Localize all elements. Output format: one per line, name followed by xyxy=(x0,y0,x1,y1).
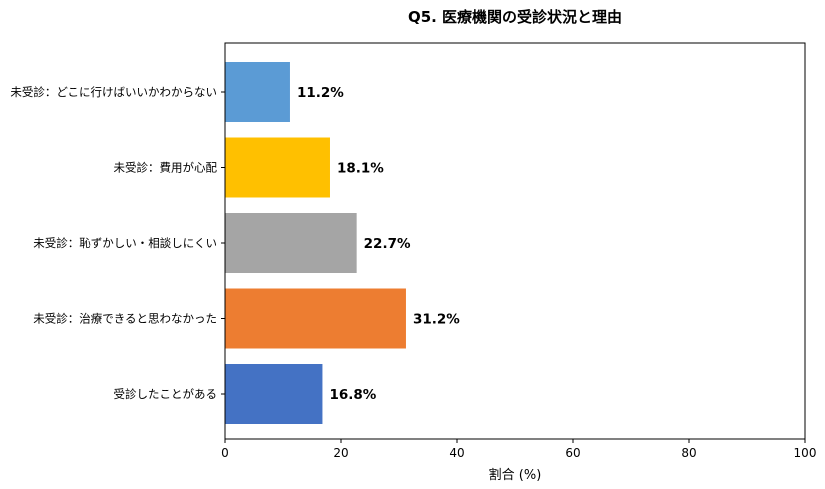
bar-1 xyxy=(225,62,290,122)
x-tick-label: 40 xyxy=(449,446,464,460)
bar-value-label-4: 31.2% xyxy=(413,312,460,328)
x-tick-label: 60 xyxy=(565,446,580,460)
bar-5 xyxy=(225,364,323,424)
category-label-5: 受診したことがある xyxy=(114,387,218,401)
bar-value-label-1: 11.2% xyxy=(297,85,344,101)
category-label-4: 未受診：治療できると思わなかった xyxy=(33,312,217,326)
category-label-1: 未受診：どこに行けばいいかわからない xyxy=(10,85,217,99)
bar-3 xyxy=(225,213,357,273)
x-tick-label: 80 xyxy=(681,446,696,460)
chart-title: Q5. 医療機関の受診状況と理由 xyxy=(408,8,622,26)
ticks-layer: 0 20 40 60 80 100 xyxy=(221,439,816,460)
plot-area-frame xyxy=(224,42,806,440)
bar-value-label-2: 18.1% xyxy=(337,161,384,177)
category-label-3: 未受診：恥ずかしい・相談しにくい xyxy=(33,236,217,250)
bar-2 xyxy=(225,137,330,198)
x-tick-label: 20 xyxy=(333,446,348,460)
bar-value-label-5: 16.8% xyxy=(329,387,376,403)
bar-value-label-3: 22.7% xyxy=(364,236,411,252)
bar-4 xyxy=(225,288,406,349)
x-tick-label: 100 xyxy=(794,446,817,460)
x-tick-label: 0 xyxy=(221,446,229,460)
bars-layer: 11.2% 未受診：どこに行けばいいかわからない 18.1% 未受診：費用が心配 22.… xyxy=(10,62,460,424)
category-label-2: 未受診：費用が心配 xyxy=(114,161,218,175)
x-axis-label: 割合 (%) xyxy=(489,467,542,483)
